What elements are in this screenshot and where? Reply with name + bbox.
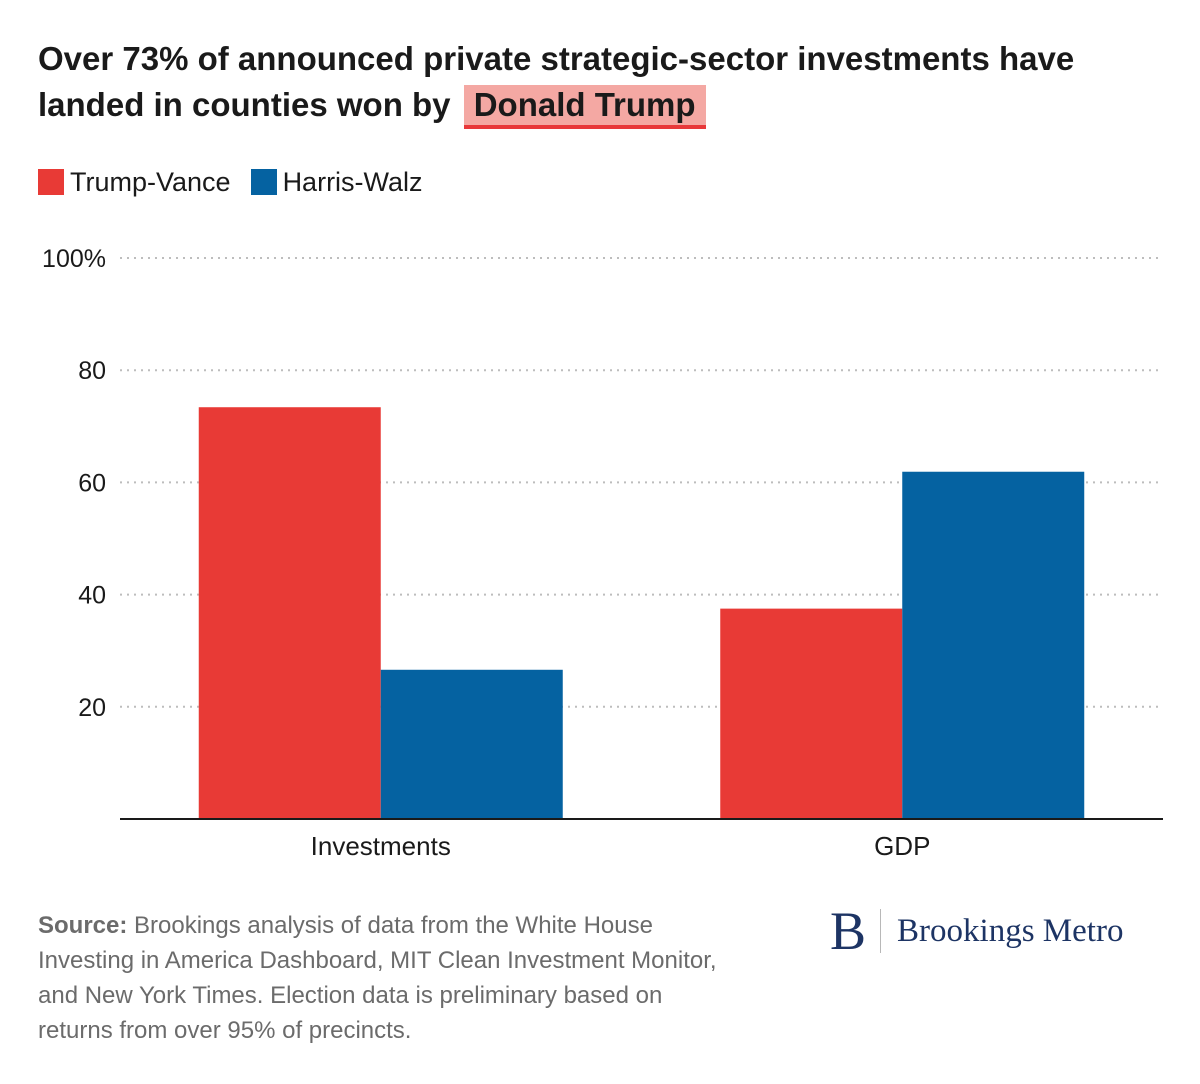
legend-label-trump-vance: Trump-Vance (70, 166, 231, 197)
source-note: Source: Brookings analysis of data from … (38, 908, 738, 1048)
y-tick-label-40: 40 (78, 582, 106, 610)
bar-investments-trump-vance (198, 407, 381, 819)
legend-item-trump-vance: Trump-Vance (38, 167, 231, 198)
source-text: Brookings analysis of data from the Whit… (38, 912, 717, 1044)
bar-investments-harris-walz (380, 669, 563, 819)
bar-gdp-harris-walz (902, 471, 1085, 819)
brookings-metro-logo: B Brookings Metro (830, 901, 1124, 961)
title-highlight: Donald Trump (463, 85, 706, 129)
chart-title: Over 73% of announced private strategic-… (38, 36, 1168, 129)
legend-swatch-harris-walz (250, 169, 277, 195)
source-label: Source: (38, 912, 128, 939)
y-tick-label-20: 20 (78, 694, 106, 722)
y-tick-label-80: 80 (78, 357, 106, 385)
legend-item-harris-walz: Harris-Walz (250, 166, 423, 198)
y-tick-label-100: 100% (42, 245, 106, 273)
legend-label-harris-walz: Harris-Walz (282, 166, 423, 197)
legend: Trump-Vance Harris-Walz (38, 166, 443, 198)
x-tick-label-investments: Investments (311, 831, 451, 861)
legend-swatch-trump-vance (38, 169, 64, 195)
logo-divider (880, 909, 882, 953)
y-tick-label-60: 60 (78, 469, 106, 497)
title-main-text: Over 73% of announced private strategic-… (38, 40, 1075, 123)
logo-text: Brookings Metro (897, 912, 1124, 949)
bar-gdp-trump-vance (720, 608, 903, 819)
x-tick-label-gdp: GDP (874, 831, 930, 861)
bar-chart: 20 40 60 80 100% Investments GDP (42, 245, 1163, 861)
logo-mark: B (830, 901, 867, 961)
